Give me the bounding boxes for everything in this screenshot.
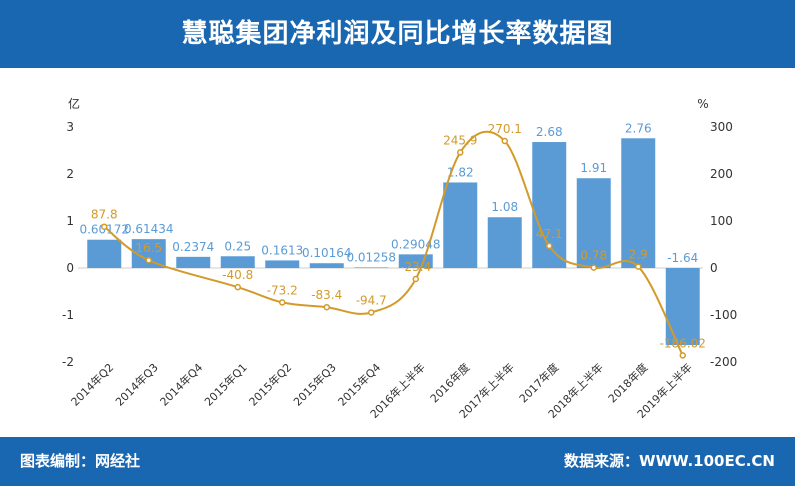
line-point	[635, 263, 642, 270]
line-point	[145, 256, 152, 264]
line-value-label: 47.1	[536, 227, 563, 241]
bar	[309, 263, 344, 268]
line-value-label: 2.9	[629, 248, 648, 262]
bar	[487, 217, 522, 268]
category-labels: 2014年Q22014年Q32014年Q42015年Q12015年Q22015年…	[68, 360, 695, 421]
footer-data-source: 数据来源：WWW.100EC.CN	[564, 452, 775, 470]
line-point	[679, 352, 686, 359]
category-label: 2015年Q3	[290, 360, 339, 409]
line-point	[501, 137, 508, 145]
line-point	[279, 299, 286, 306]
bar-value-labels: 0.601720.614340.23740.250.16130.101640.0…	[79, 121, 698, 265]
left-axis-tick: 2	[66, 167, 74, 181]
line-value-label: -73.2	[267, 283, 298, 297]
growth-line-series	[101, 130, 686, 359]
bar-value-label: 1.82	[447, 165, 474, 179]
line-value-labels: 87.8 16.5 -40.8 -73.2 -83.4 -94.7 -23.4 245.9 27…	[91, 122, 706, 350]
chart-title: 慧聪集团净利润及同比增长率数据图	[181, 19, 614, 49]
line-point	[101, 223, 108, 230]
left-axis-tick: 3	[66, 120, 74, 134]
right-axis-label: %	[697, 97, 708, 111]
bar-value-label: 0.2374	[172, 240, 214, 254]
category-label: 2014年Q2	[68, 360, 117, 409]
bar-value-label: 2.76	[625, 121, 652, 135]
left-axis-tick: 0	[66, 261, 74, 275]
right-axis-ticks: -200 -100 0 100 200 300	[710, 120, 737, 369]
bar-value-label: -1.64	[667, 251, 698, 265]
line-point	[412, 275, 419, 283]
left-axis-ticks: -2 -1 0 1 2 3	[62, 120, 74, 369]
left-axis-tick: 1	[66, 214, 74, 228]
line-value-label: 245.9	[443, 133, 477, 147]
bar	[176, 256, 211, 268]
left-axis-label: 亿	[68, 96, 80, 111]
category-label: 2017年度	[516, 360, 561, 405]
line-value-label: 87.8	[91, 208, 118, 222]
line-value-label: 270.1	[488, 122, 522, 136]
bar-value-label: 0.25	[224, 239, 251, 253]
right-axis-tick: -200	[710, 355, 737, 369]
bar-value-label: 0.1613	[261, 243, 303, 257]
header-bar: 慧聪集团净利润及同比增长率数据图	[0, 0, 795, 68]
bar	[621, 138, 656, 268]
line-value-label: -83.4	[311, 288, 342, 302]
bar	[87, 239, 122, 268]
right-axis-tick: -100	[710, 308, 737, 322]
line-point	[457, 149, 464, 156]
category-label: 2015年Q2	[246, 360, 295, 409]
left-axis-tick: -2	[62, 355, 74, 369]
category-label: 2018年度	[605, 360, 650, 405]
bar-value-label: 0.61434	[124, 222, 174, 236]
bar-value-label: 2.68	[536, 125, 563, 139]
right-axis-tick: 200	[710, 167, 733, 181]
bar	[576, 178, 611, 268]
line-value-label: 0.78	[580, 249, 607, 263]
category-label: 2015年Q4	[335, 360, 384, 409]
category-label: 2014年Q3	[112, 360, 161, 409]
line-point	[368, 309, 375, 316]
bar-value-label: 0.01258	[346, 250, 396, 264]
bar-value-label: 1.08	[491, 200, 518, 214]
right-axis-tick: 0	[710, 261, 718, 275]
line-value-label: -94.7	[356, 294, 387, 308]
line-value-label: 16.5	[135, 241, 162, 255]
bar	[220, 256, 255, 268]
line-point	[323, 303, 330, 311]
line-point	[590, 264, 597, 271]
bar	[665, 268, 700, 346]
category-label: 2016年度	[427, 360, 472, 405]
line-value-label: -186.02	[660, 336, 706, 350]
footer-source-credit: 图表编制：网经社	[20, 452, 141, 470]
right-axis-tick: 300	[710, 120, 733, 134]
left-axis-tick: -1	[62, 308, 74, 322]
line-point	[546, 242, 553, 250]
footer-bar: 图表编制：网经社 数据来源：WWW.100EC.CN	[0, 437, 795, 486]
category-label: 2014年Q4	[157, 360, 206, 409]
bar-value-label: 0.29048	[391, 237, 441, 251]
line-value-label: -23.4	[400, 260, 431, 274]
bar-value-label: 1.91	[580, 161, 607, 175]
right-axis-tick: 100	[710, 214, 733, 228]
bar	[265, 260, 300, 268]
line-point	[234, 283, 241, 291]
line-value-label: -40.8	[222, 268, 253, 282]
bar-value-label: 0.10164	[302, 246, 352, 260]
bar	[443, 182, 478, 268]
bar	[354, 267, 389, 268]
bar-series	[87, 138, 700, 346]
category-label: 2015年Q1	[201, 360, 250, 409]
